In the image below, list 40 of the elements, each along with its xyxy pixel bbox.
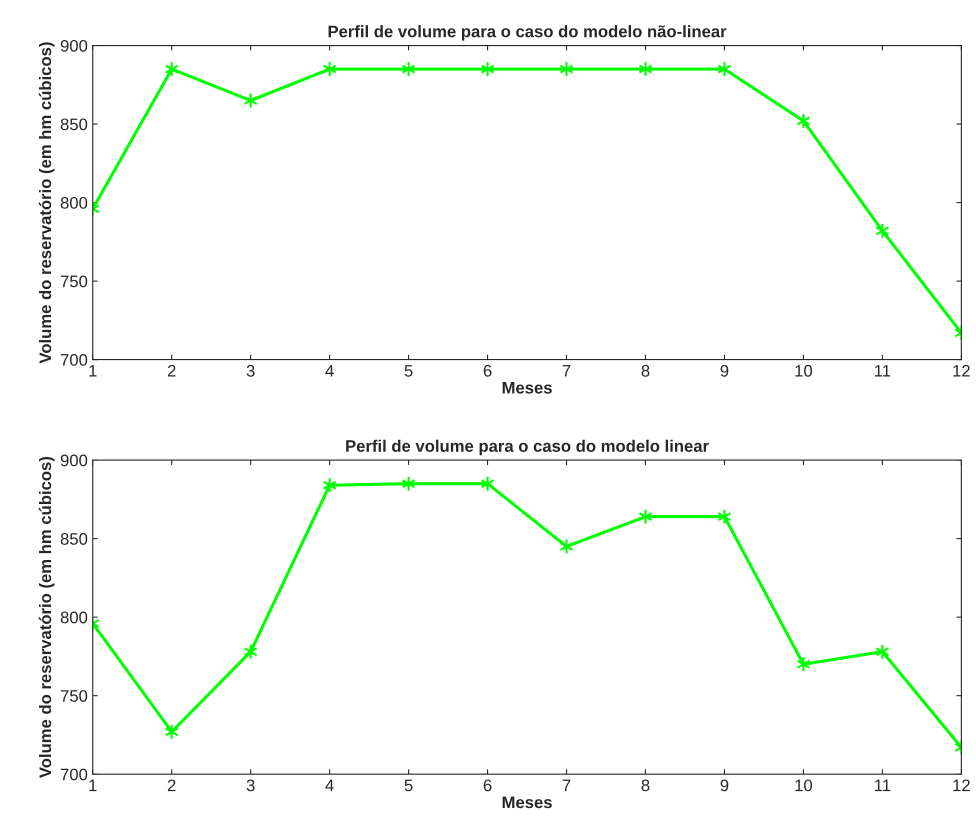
- x-tick-label: 7: [562, 780, 570, 792]
- chart-title: Perfil de volume para o caso do modelo linear: [346, 440, 709, 456]
- y-axis-title: Volume do reservatório (em hm cúbicos): [38, 456, 54, 778]
- x-tick-label: 2: [168, 779, 176, 792]
- x-tick-label: 9: [720, 364, 728, 377]
- y-tick-label: 900: [60, 40, 88, 52]
- y-tick-label: 850: [60, 533, 88, 545]
- x-tick-label: 12: [953, 779, 970, 792]
- x-tick-label: 4: [325, 780, 334, 792]
- x-tick-label: 3: [246, 364, 255, 377]
- x-tick-label: 9: [720, 779, 728, 792]
- x-tick-label: 4: [325, 365, 334, 377]
- x-tick-label: 6: [484, 779, 492, 792]
- y-tick-label: 800: [60, 196, 88, 209]
- x-tick-label: 5: [404, 780, 413, 792]
- y-tick-label: 700: [60, 354, 88, 366]
- x-tick-label: 8: [642, 779, 650, 792]
- chart-title: Perfil de volume para o caso do modelo não-linear: [328, 25, 726, 41]
- x-tick-label: 11: [875, 780, 890, 792]
- x-tick-label: 7: [562, 365, 570, 377]
- x-tick-label: 3: [246, 779, 255, 792]
- x-tick-label: 11: [875, 365, 890, 377]
- x-tick-label: 6: [484, 364, 492, 377]
- x-tick-label: 2: [168, 364, 176, 377]
- y-tick-label: 750: [60, 690, 88, 702]
- x-tick-label: 8: [642, 364, 650, 377]
- x-tick-label: 12: [953, 364, 970, 377]
- y-tick-label: 900: [60, 454, 88, 466]
- y-tick-label: 800: [60, 612, 88, 624]
- y-tick-label: 750: [60, 275, 88, 288]
- x-tick-label: 10: [795, 364, 812, 377]
- x-axis-title: Meses: [502, 796, 552, 808]
- y-tick-label: 850: [60, 118, 88, 130]
- x-tick-label: 1: [89, 365, 97, 377]
- x-axis-title: Meses: [502, 382, 552, 394]
- y-tick-label: 700: [60, 768, 88, 780]
- y-axis-title: Volume do reservatório (em hm cúbicos): [38, 42, 54, 364]
- x-tick-label: 5: [404, 365, 413, 377]
- x-tick-label: 10: [795, 779, 812, 792]
- x-tick-label: 1: [89, 780, 97, 792]
